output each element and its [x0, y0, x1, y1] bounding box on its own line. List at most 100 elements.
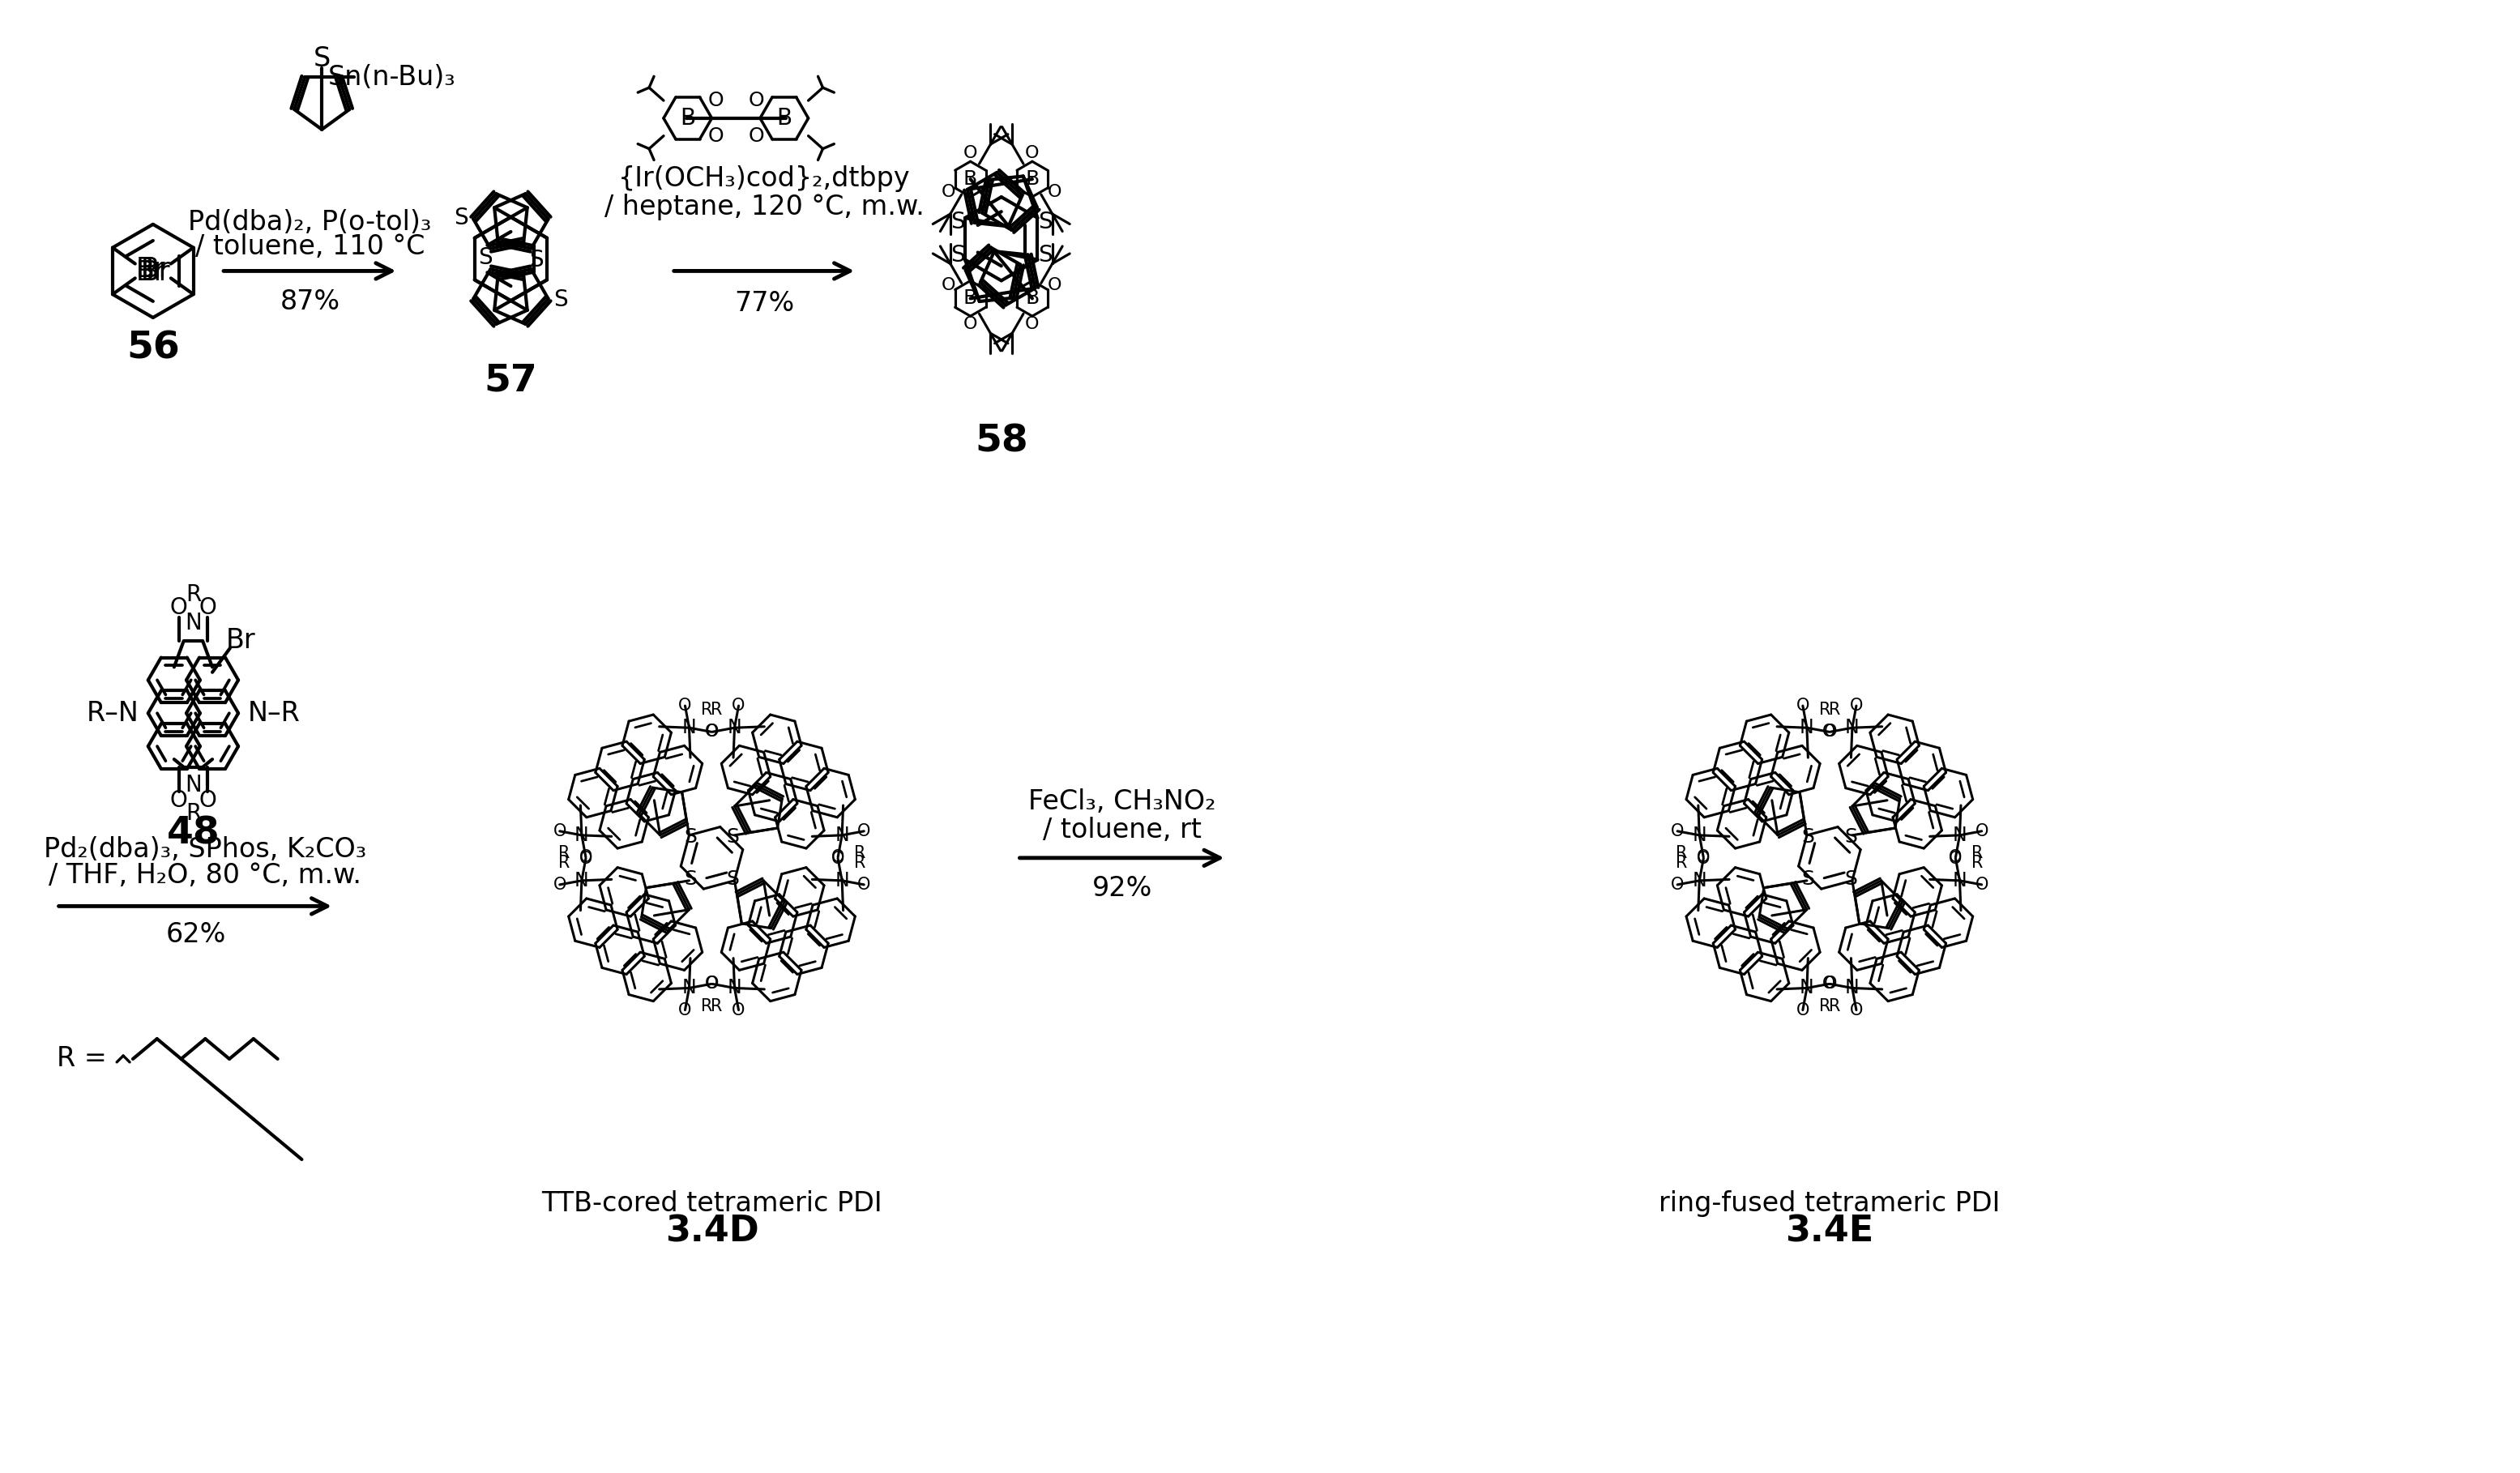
- Text: O: O: [706, 723, 718, 739]
- Text: 62%: 62%: [166, 921, 227, 947]
- Text: O: O: [1824, 977, 1837, 993]
- Text: N: N: [834, 825, 849, 846]
- Text: O: O: [169, 790, 186, 812]
- Text: N: N: [575, 825, 590, 846]
- Text: O: O: [708, 91, 723, 110]
- Text: ring-fused tetrameric PDI: ring-fused tetrameric PDI: [1658, 1190, 2001, 1217]
- Text: S: S: [1038, 245, 1051, 267]
- Text: N: N: [1953, 871, 1968, 890]
- Text: N: N: [1845, 978, 1860, 997]
- Text: R: R: [1819, 701, 1830, 717]
- Text: O: O: [1948, 850, 1963, 866]
- Text: R =: R =: [55, 1046, 106, 1072]
- Text: S: S: [726, 869, 738, 888]
- Text: S: S: [950, 245, 965, 267]
- Text: B: B: [1026, 169, 1038, 189]
- Text: B: B: [1026, 289, 1038, 308]
- Text: R: R: [1971, 846, 1983, 862]
- Text: O: O: [1976, 823, 1988, 840]
- Text: S: S: [1802, 826, 1814, 847]
- Text: B: B: [776, 108, 791, 130]
- Text: R: R: [1819, 997, 1830, 1013]
- Text: O: O: [1048, 277, 1061, 293]
- Text: 57: 57: [484, 362, 537, 399]
- Text: R–N: R–N: [86, 700, 139, 726]
- Text: S: S: [312, 46, 330, 72]
- Text: N: N: [1799, 717, 1814, 738]
- Text: R: R: [1830, 701, 1840, 717]
- Text: O: O: [1850, 698, 1862, 714]
- Text: / THF, H₂O, 80 °C, m.w.: / THF, H₂O, 80 °C, m.w.: [48, 862, 363, 890]
- Text: B: B: [680, 108, 696, 130]
- Text: R: R: [854, 846, 867, 862]
- Text: O: O: [1696, 848, 1711, 865]
- Text: TTB-cored tetrameric PDI: TTB-cored tetrameric PDI: [542, 1190, 882, 1217]
- Text: Pd(dba)₂, P(o-tol)₃: Pd(dba)₂, P(o-tol)₃: [189, 209, 431, 236]
- Text: Br: Br: [136, 259, 166, 286]
- Text: O: O: [1797, 1002, 1809, 1018]
- Text: N: N: [1845, 717, 1860, 738]
- Text: N: N: [683, 717, 696, 738]
- Text: O: O: [748, 91, 764, 110]
- Text: N: N: [1693, 871, 1706, 890]
- Text: / heptane, 120 °C, m.w.: / heptane, 120 °C, m.w.: [605, 193, 925, 219]
- Text: N: N: [184, 613, 202, 635]
- Text: / toluene, 110 °C: / toluene, 110 °C: [194, 233, 423, 261]
- Text: O: O: [199, 790, 217, 812]
- Text: 58: 58: [975, 423, 1028, 460]
- Text: 92%: 92%: [1091, 875, 1152, 901]
- Text: O: O: [1671, 876, 1683, 893]
- Text: S: S: [726, 826, 738, 847]
- Text: N: N: [728, 717, 741, 738]
- Text: S: S: [529, 249, 544, 271]
- Text: O: O: [940, 184, 955, 200]
- Text: R: R: [701, 701, 713, 717]
- Text: 56: 56: [126, 330, 179, 367]
- Text: O: O: [708, 127, 723, 146]
- Text: B: B: [963, 169, 978, 189]
- Text: S: S: [950, 211, 965, 234]
- Text: 77%: 77%: [733, 290, 794, 317]
- Text: R: R: [854, 854, 867, 871]
- Text: Sn(n-Bu)₃: Sn(n-Bu)₃: [328, 63, 456, 91]
- Text: O: O: [706, 977, 718, 993]
- Text: O: O: [169, 597, 186, 619]
- Text: O: O: [1026, 146, 1038, 162]
- Text: R: R: [711, 701, 723, 717]
- Text: O: O: [1850, 1002, 1862, 1018]
- Text: R: R: [557, 854, 570, 871]
- Text: S: S: [1038, 211, 1051, 234]
- Text: R: R: [1830, 997, 1840, 1013]
- Text: R: R: [711, 997, 723, 1013]
- Text: 87%: 87%: [280, 289, 340, 315]
- Text: O: O: [1026, 317, 1038, 333]
- Text: O: O: [857, 876, 869, 893]
- Text: O: O: [1797, 698, 1809, 714]
- Text: Br: Br: [141, 256, 171, 283]
- Text: S: S: [1802, 869, 1814, 888]
- Text: O: O: [580, 850, 592, 866]
- Text: O: O: [1824, 723, 1837, 739]
- Text: FeCl₃, CH₃NO₂: FeCl₃, CH₃NO₂: [1028, 788, 1215, 815]
- Text: S: S: [479, 246, 491, 270]
- Text: O: O: [1976, 876, 1988, 893]
- Text: O: O: [857, 823, 869, 840]
- Text: O: O: [706, 723, 718, 739]
- Text: R: R: [1676, 846, 1688, 862]
- Text: N: N: [834, 871, 849, 890]
- Text: O: O: [552, 876, 567, 893]
- Text: R: R: [557, 846, 570, 862]
- Text: O: O: [552, 823, 567, 840]
- Text: O: O: [678, 1002, 690, 1018]
- Text: N: N: [1953, 825, 1968, 846]
- Text: O: O: [1696, 850, 1711, 866]
- Text: O: O: [832, 848, 844, 865]
- Text: Br: Br: [141, 259, 171, 286]
- Text: O: O: [706, 977, 718, 993]
- Text: S: S: [1845, 869, 1857, 888]
- Text: N: N: [728, 978, 741, 997]
- Text: S: S: [454, 206, 469, 228]
- Text: R: R: [186, 583, 202, 605]
- Text: N: N: [184, 773, 202, 795]
- Text: O: O: [1048, 184, 1061, 200]
